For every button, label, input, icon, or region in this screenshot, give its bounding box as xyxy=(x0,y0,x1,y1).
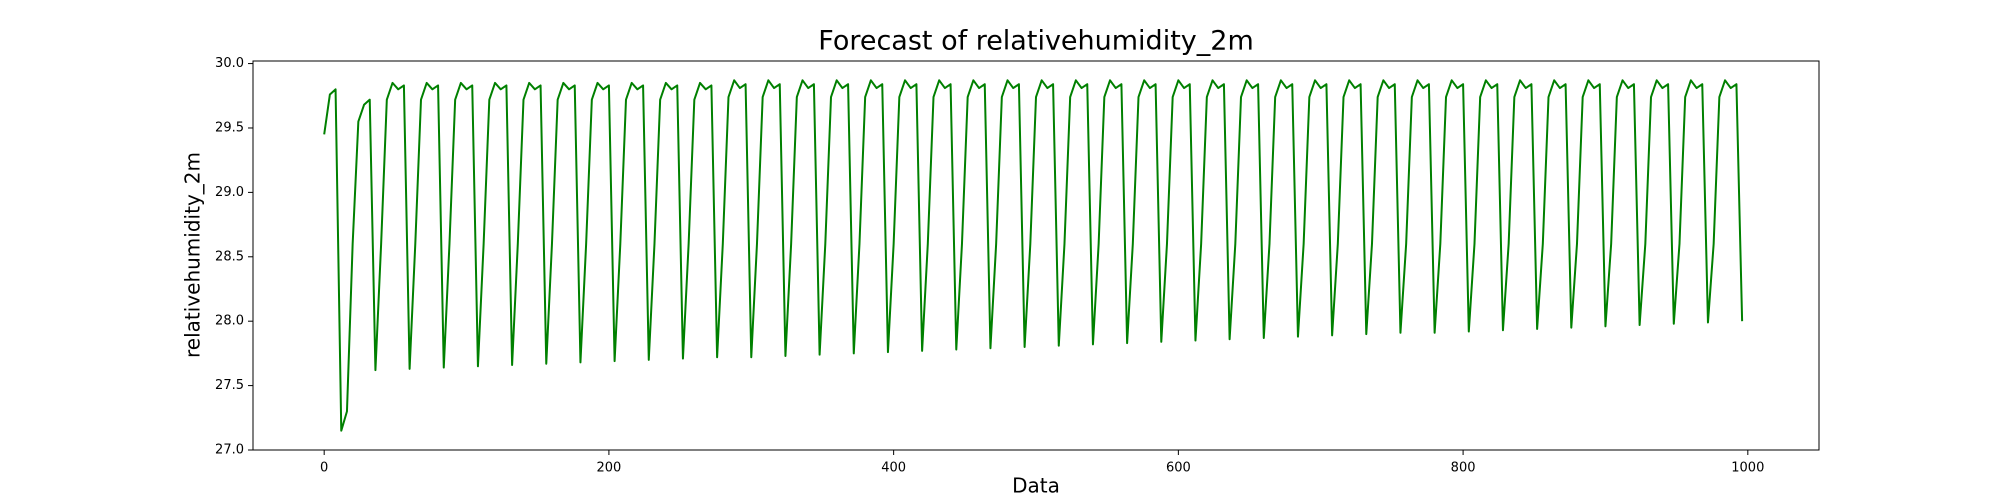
y-tick-label: 28.0 xyxy=(215,314,244,329)
x-tick-label: 1000 xyxy=(1731,461,1764,476)
x-tick-label: 0 xyxy=(320,461,328,476)
x-tick-label: 200 xyxy=(596,461,621,476)
x-tick-label: 800 xyxy=(1451,461,1476,476)
data-line xyxy=(323,79,1744,432)
y-axis-label: relativehumidity_2m xyxy=(181,152,205,358)
y-tick-label: 27.0 xyxy=(215,443,244,458)
y-tick-label: 28.5 xyxy=(215,249,244,264)
y-tick-label: 29.5 xyxy=(215,120,244,135)
chart-title: Forecast of relativehumidity_2m xyxy=(818,26,1254,57)
y-tick-label: 30.0 xyxy=(215,56,244,71)
x-axis-label: Data xyxy=(1012,474,1060,498)
x-tick-label: 600 xyxy=(1166,461,1191,476)
x-tick-label: 400 xyxy=(881,461,906,476)
y-tick-label: 27.5 xyxy=(215,378,244,393)
y-tick-label: 29.0 xyxy=(215,185,244,200)
plot-frame xyxy=(252,60,1820,451)
